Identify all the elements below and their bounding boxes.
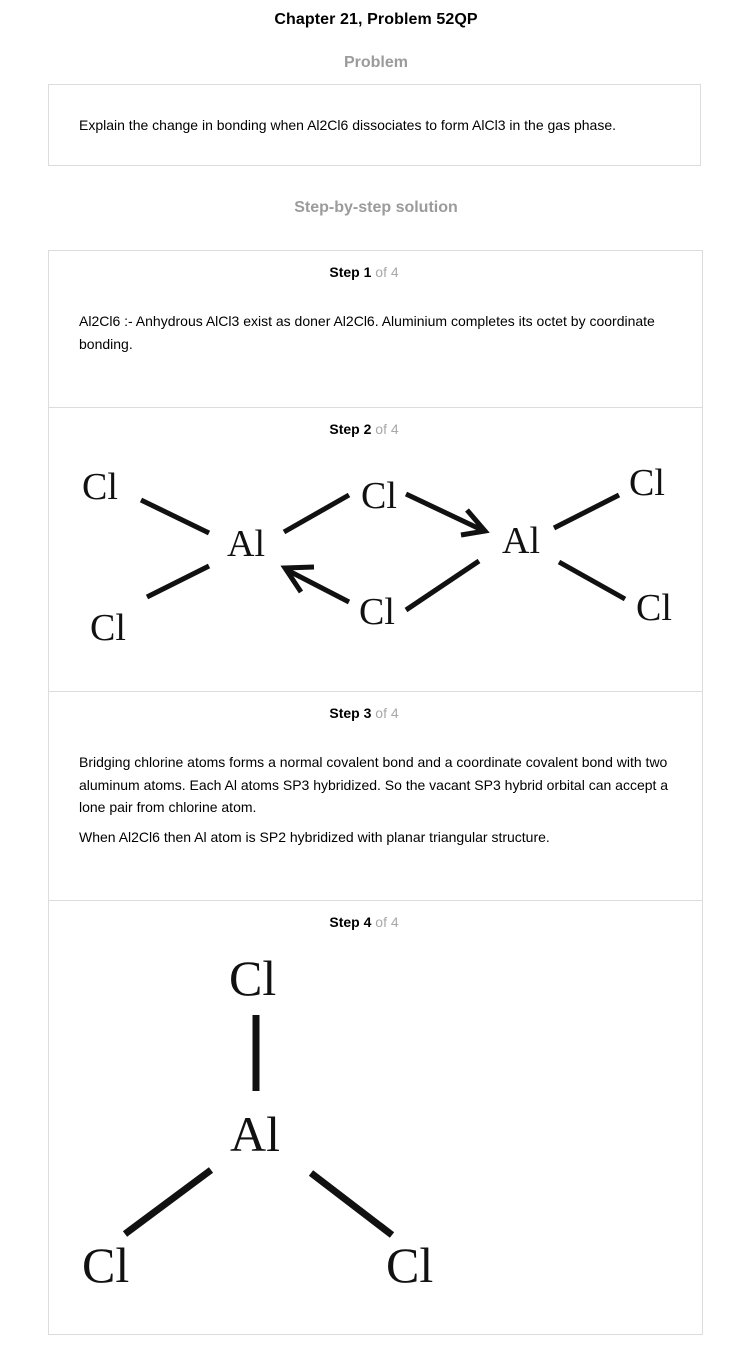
problem-heading: Problem — [343, 54, 408, 71]
arrowhead — [460, 508, 490, 538]
step-3-text: When Al2Cl6 then Al atom is SP2 hybridiz… — [79, 829, 550, 845]
atom-label: Cl — [386, 1237, 433, 1293]
atom-label: Al — [227, 523, 265, 565]
step-of: of 4 — [375, 914, 399, 930]
step-label: Step 3 of 4 — [329, 705, 399, 721]
atom-label: Cl — [359, 591, 395, 633]
step-3-text: Bridging chlorine atoms forms a normal c… — [79, 754, 669, 815]
step-of: of 4 — [375, 264, 399, 280]
step-4: Step 4 of 4 Cl Al Cl Cl — [49, 900, 702, 1334]
problem-box: Explain the change in bonding when Al2Cl… — [48, 84, 701, 166]
problem-text: Explain the change in bonding when Al2Cl… — [79, 117, 617, 133]
alcl3-structure-diagram: Cl Al Cl Cl — [82, 950, 433, 1293]
bond-line — [404, 558, 481, 613]
step-of: of 4 — [375, 421, 399, 437]
al2cl6-structure-diagram: Cl Cl Al Cl Cl Al Cl Cl — [82, 462, 672, 649]
coordinate-bond-arrow — [404, 491, 484, 533]
bond-line — [552, 492, 621, 531]
step-3: Step 3 of 4 Bridging chlorine atoms form… — [49, 691, 702, 900]
atom-label: Al — [502, 520, 540, 562]
page-title: Chapter 21, Problem 52QP — [274, 11, 478, 28]
bond-line — [308, 1170, 395, 1238]
step-label: Step 1 of 4 — [329, 264, 399, 280]
bond-line — [145, 563, 211, 600]
bond-line — [557, 559, 627, 602]
bond-line — [122, 1167, 214, 1237]
bond-line — [139, 497, 211, 536]
step-of: of 4 — [375, 705, 399, 721]
atom-label: Al — [230, 1106, 280, 1162]
atom-label: Cl — [90, 607, 126, 649]
step-number: 1 — [363, 264, 372, 280]
step-label: Step 2 of 4 — [329, 421, 399, 437]
solution-steps: Step 1 of 4 Al2Cl6 :- Anhydrous AlCl3 ex… — [48, 250, 703, 1335]
atom-label: Cl — [82, 1237, 129, 1293]
step-label: Step 4 of 4 — [329, 914, 399, 930]
step-number: 2 — [363, 421, 372, 437]
atom-label: Cl — [82, 466, 118, 508]
step-number: 3 — [363, 705, 372, 721]
solution-heading: Step-by-step solution — [294, 199, 458, 216]
step-2: Step 2 of 4 Cl Cl Al Cl Cl Al Cl Cl — [49, 407, 702, 691]
atom-label: Cl — [629, 462, 665, 504]
step-1-text: Al2Cl6 :- Anhydrous AlCl3 exist as doner… — [79, 313, 655, 352]
coordinate-bond-arrow — [285, 567, 351, 605]
atom-label: Cl — [361, 475, 397, 517]
bond-line — [282, 492, 351, 535]
atom-label: Cl — [636, 587, 672, 629]
atom-label: Cl — [229, 950, 276, 1006]
arrowhead — [280, 564, 315, 594]
step-number: 4 — [363, 914, 372, 930]
step-1: Step 1 of 4 Al2Cl6 :- Anhydrous AlCl3 ex… — [49, 251, 702, 407]
